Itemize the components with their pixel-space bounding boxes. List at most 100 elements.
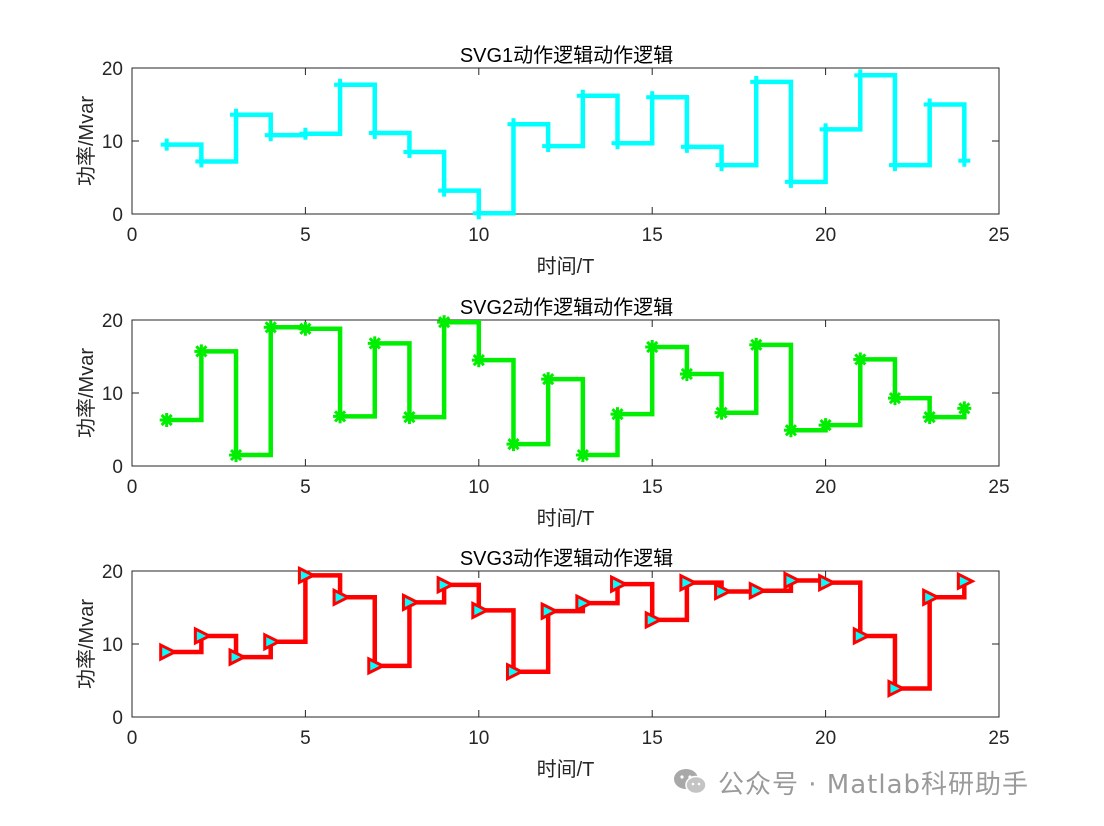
data-point: [644, 610, 664, 630]
data-point: [438, 184, 451, 197]
data-point: [159, 642, 179, 662]
y-axis-label: 功率/Mvar: [75, 348, 98, 438]
data-point: [957, 401, 972, 416]
data-point: [645, 340, 660, 355]
data-point: [610, 407, 625, 422]
x-axis-label: 时间/T: [537, 758, 595, 781]
data-point: [887, 679, 907, 698]
data-point: [783, 571, 803, 590]
y-tick-label: 0: [112, 205, 123, 226]
data-point: [195, 155, 208, 168]
data-point: [507, 118, 520, 131]
data-point: [540, 601, 560, 621]
x-axis-label: 时间/T: [537, 507, 595, 530]
x-tick-label: 5: [300, 728, 311, 749]
data-point: [437, 315, 452, 330]
data-point: [436, 575, 456, 595]
data-point: [818, 418, 833, 433]
data-point: [263, 320, 278, 335]
data-point: [750, 75, 763, 88]
data-point: [367, 336, 382, 351]
wechat-icon: [674, 769, 707, 795]
data-point: [299, 127, 312, 140]
data-point: [888, 159, 901, 172]
x-tick-label: 10: [468, 477, 489, 498]
data-point: [749, 337, 764, 352]
x-tick-label: 25: [988, 728, 1009, 749]
data-point: [853, 352, 868, 367]
data-point: [403, 145, 416, 158]
y-tick-label: 10: [102, 132, 123, 153]
data-point: [193, 626, 213, 646]
x-tick-label: 15: [642, 728, 663, 749]
data-point: [401, 592, 421, 612]
y-tick-label: 0: [112, 457, 123, 478]
data-point: [230, 108, 243, 121]
data-point: [680, 140, 693, 153]
data-point: [784, 175, 797, 188]
data-point: [714, 582, 733, 601]
data-point: [818, 573, 837, 593]
data-point: [542, 140, 555, 153]
data-point: [679, 573, 699, 593]
data-point: [611, 137, 624, 150]
data-point: [263, 632, 283, 652]
x-tick-label: 20: [815, 225, 836, 246]
data-point: [887, 391, 902, 406]
x-tick-label: 10: [468, 728, 489, 749]
x-tick-label: 20: [815, 728, 836, 749]
data-point: [923, 98, 936, 111]
data-point: [333, 409, 348, 424]
data-point: [471, 353, 486, 368]
data-point: [575, 593, 595, 613]
data-point: [368, 126, 381, 139]
chart-title: SVG2动作逻辑动作逻辑: [460, 296, 673, 319]
x-tick-label: 5: [300, 477, 311, 498]
x-tick-label: 25: [988, 477, 1009, 498]
data-point: [159, 413, 174, 428]
x-tick-label: 20: [815, 477, 836, 498]
data-point: [297, 565, 317, 585]
data-point: [852, 626, 872, 646]
data-point: [402, 410, 417, 425]
watermark: 公众号 · Matlab科研助手: [672, 762, 1092, 802]
data-point: [229, 448, 244, 463]
y-axis-label: 功率/Mvar: [75, 96, 98, 186]
y-tick-label: 20: [102, 311, 123, 332]
x-tick-label: 0: [127, 225, 138, 246]
y-tick-label: 10: [102, 635, 123, 656]
x-tick-label: 15: [642, 477, 663, 498]
axes-box: [131, 67, 1000, 215]
y-tick-label: 20: [102, 59, 123, 80]
data-point: [160, 138, 173, 151]
data-point: [610, 574, 629, 594]
data-point: [367, 656, 387, 676]
x-tick-label: 25: [988, 225, 1009, 246]
data-point: [922, 587, 941, 607]
y-axis-label: 功率/Mvar: [75, 599, 98, 689]
data-point: [819, 123, 832, 136]
x-tick-label: 0: [127, 477, 138, 498]
data-point: [956, 571, 976, 591]
data-point: [541, 372, 556, 387]
data-point: [715, 159, 728, 172]
data-point: [505, 662, 525, 682]
data-point: [575, 448, 590, 463]
data-point: [298, 321, 313, 336]
data-point: [471, 600, 491, 620]
axes-box: [131, 570, 1000, 718]
x-tick-label: 15: [642, 225, 663, 246]
data-point: [714, 405, 729, 420]
data-point: [922, 410, 937, 425]
y-tick-label: 10: [102, 384, 123, 405]
data-point: [748, 581, 768, 601]
chart-title: SVG3动作逻辑动作逻辑: [460, 547, 673, 570]
data-point: [783, 423, 798, 438]
data-point: [854, 69, 867, 82]
data-point: [334, 78, 347, 91]
data-point: [679, 367, 694, 382]
